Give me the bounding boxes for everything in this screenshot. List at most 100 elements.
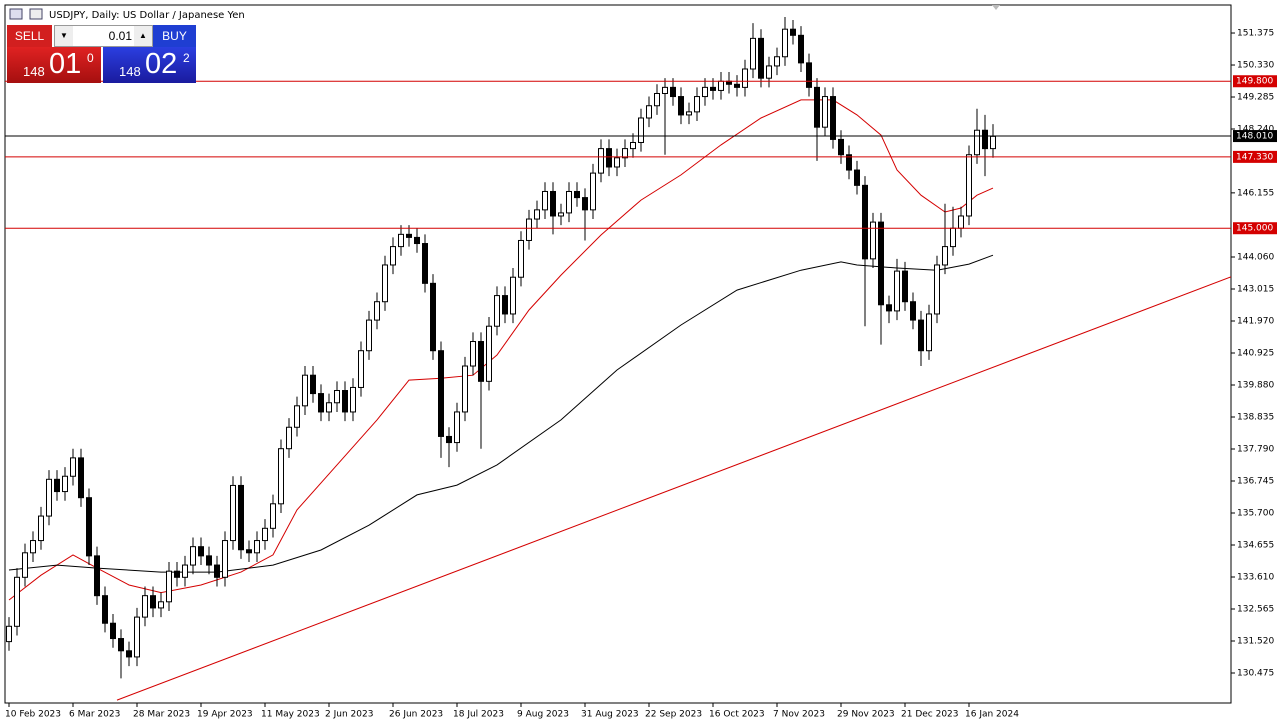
volume-value[interactable]: 0.01 — [108, 29, 132, 43]
candle-body — [646, 105, 652, 119]
candle-body — [334, 390, 340, 404]
candle-body — [470, 341, 476, 367]
candle-body — [302, 374, 308, 407]
candle-body — [366, 319, 372, 352]
candle-body — [830, 96, 836, 140]
y-tick-label: 139.880 — [1237, 381, 1274, 391]
candle-body — [350, 386, 356, 413]
candle-body — [886, 304, 892, 312]
level-label: 147.330 — [1236, 152, 1273, 162]
candle-body — [158, 601, 164, 609]
volume-up[interactable]: ▲ — [134, 26, 152, 46]
y-tick-label: 131.520 — [1237, 636, 1274, 646]
candle-body — [974, 129, 980, 156]
candle-body — [462, 365, 468, 413]
menu-icon[interactable] — [9, 8, 23, 20]
volume-down[interactable]: ▼ — [55, 26, 73, 46]
candle-body — [246, 549, 252, 554]
candle-body — [310, 374, 316, 395]
price-big: 01 — [49, 48, 82, 80]
candle-body — [318, 393, 324, 413]
candle-body — [702, 86, 708, 98]
candle-body — [166, 570, 172, 603]
symbol-icon[interactable] — [29, 8, 43, 20]
candle-body — [62, 475, 68, 493]
x-tick-label: 21 Dec 2023 — [901, 710, 959, 720]
level-label-box — [1233, 75, 1277, 88]
candle-body — [478, 341, 484, 382]
candle-body — [526, 218, 532, 241]
price-small: 148 — [23, 64, 45, 79]
x-tick-label: 29 Nov 2023 — [837, 710, 895, 720]
y-tick-label: 144.060 — [1237, 253, 1274, 263]
candle-body — [582, 197, 588, 211]
plot-frame — [4, 4, 1232, 704]
y-tick-label: 130.475 — [1237, 668, 1274, 678]
candle-body — [622, 148, 628, 159]
volume-box[interactable]: ▼ 0.01 ▲ — [54, 25, 153, 47]
x-tick-label: 7 Nov 2023 — [773, 710, 825, 720]
x-tick-label: 22 Sep 2023 — [645, 710, 702, 720]
candle-body — [278, 448, 284, 505]
x-tick-label: 16 Jan 2024 — [965, 710, 1019, 720]
indicator-line — [8, 99, 994, 601]
y-tick-label: 133.610 — [1237, 572, 1274, 582]
candle-body — [566, 190, 572, 214]
price-sup: 2 — [183, 51, 190, 65]
candle-body — [70, 457, 76, 477]
candle-body — [550, 190, 556, 217]
y-tick-label: 148.240 — [1237, 125, 1274, 135]
candle-body — [782, 28, 788, 58]
x-tick-label: 18 Jul 2023 — [453, 710, 504, 720]
candle-body — [774, 56, 780, 67]
x-tick-label: 9 Aug 2023 — [517, 710, 569, 720]
candle-body — [438, 350, 444, 437]
y-tick-label: 140.925 — [1237, 349, 1274, 359]
candle-body — [78, 457, 84, 499]
candle-body — [30, 540, 36, 554]
x-tick-label: 28 Mar 2023 — [133, 710, 190, 720]
candle-body — [502, 295, 508, 315]
candle-body — [718, 80, 724, 91]
candle-body — [6, 625, 12, 643]
x-tick-label: 26 Jun 2023 — [389, 710, 443, 720]
candle-body — [342, 390, 348, 413]
y-tick-label: 141.970 — [1237, 317, 1274, 327]
candle-body — [606, 148, 612, 168]
candle-body — [126, 650, 132, 658]
candle-body — [454, 411, 460, 444]
candle-body — [590, 172, 596, 211]
candle-body — [102, 595, 108, 624]
candle-body — [230, 484, 236, 542]
level-label-box — [1233, 150, 1277, 163]
level-label-box — [1233, 222, 1277, 235]
candle-body — [182, 564, 188, 578]
candle-body — [990, 135, 996, 150]
candle-body — [286, 426, 292, 450]
buy-quote[interactable]: 148 02 2 — [103, 47, 196, 83]
price-big: 02 — [145, 48, 178, 80]
candle-body — [542, 190, 548, 211]
candle-body — [966, 154, 972, 217]
candle-body — [110, 622, 116, 640]
candle-body — [598, 148, 604, 174]
candle-body — [198, 546, 204, 557]
candle-body — [214, 564, 220, 578]
trade-panel: SELL ▼ 0.01 ▲ BUY 148 01 0 148 02 2 — [7, 25, 196, 83]
y-tick-label: 138.835 — [1237, 413, 1274, 423]
x-tick-label: 2 Jun 2023 — [325, 710, 373, 720]
candle-body — [222, 540, 228, 578]
candle-body — [446, 435, 452, 444]
candle-body — [142, 595, 148, 618]
candle-body — [14, 576, 20, 627]
sell-quote[interactable]: 148 01 0 — [7, 47, 101, 83]
candle-body — [430, 282, 436, 352]
y-tick-label: 150.330 — [1237, 61, 1274, 71]
candle-body — [94, 555, 100, 597]
candle-body — [934, 264, 940, 315]
candle-body — [838, 138, 844, 156]
buy-button[interactable]: BUY — [153, 25, 196, 47]
sell-button[interactable]: SELL — [7, 25, 52, 47]
level-label: 145.000 — [1236, 224, 1273, 234]
candle-body — [662, 86, 668, 94]
